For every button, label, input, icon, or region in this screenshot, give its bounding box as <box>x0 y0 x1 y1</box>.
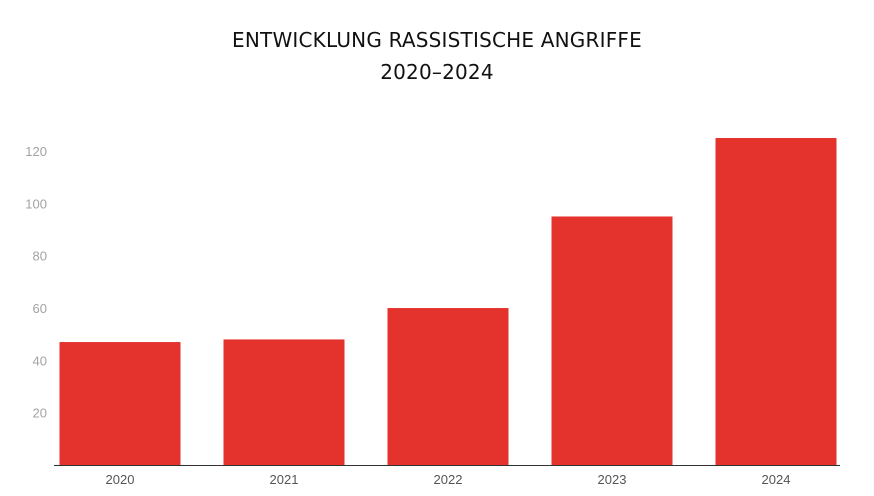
bar-2021 <box>223 339 345 465</box>
y-tick-label: 100 <box>25 196 47 211</box>
chart-subtitle: 2020–2024 <box>380 60 494 84</box>
x-axis-ticks: 2020 2021 2022 2023 2024 <box>106 472 791 487</box>
bar-2024 <box>715 138 837 465</box>
x-tick-label: 2021 <box>270 472 299 487</box>
y-tick-label: 40 <box>33 353 47 368</box>
x-tick-label: 2022 <box>434 472 463 487</box>
chart-title: ENTWICKLUNG RASSISTISCHE ANGRIFFE <box>232 28 642 52</box>
x-tick-label: 2020 <box>106 472 135 487</box>
y-tick-label: 20 <box>33 406 47 421</box>
bars-group <box>59 138 837 465</box>
bar-2023 <box>551 216 673 465</box>
bar-2022 <box>387 308 509 465</box>
bar-2020 <box>59 342 181 465</box>
x-tick-label: 2024 <box>762 472 791 487</box>
y-tick-label: 120 <box>25 144 47 159</box>
y-tick-label: 80 <box>33 249 47 264</box>
y-tick-label: 60 <box>33 301 47 316</box>
y-axis-ticks: 20 40 60 80 100 120 <box>25 144 47 421</box>
x-tick-label: 2023 <box>598 472 627 487</box>
